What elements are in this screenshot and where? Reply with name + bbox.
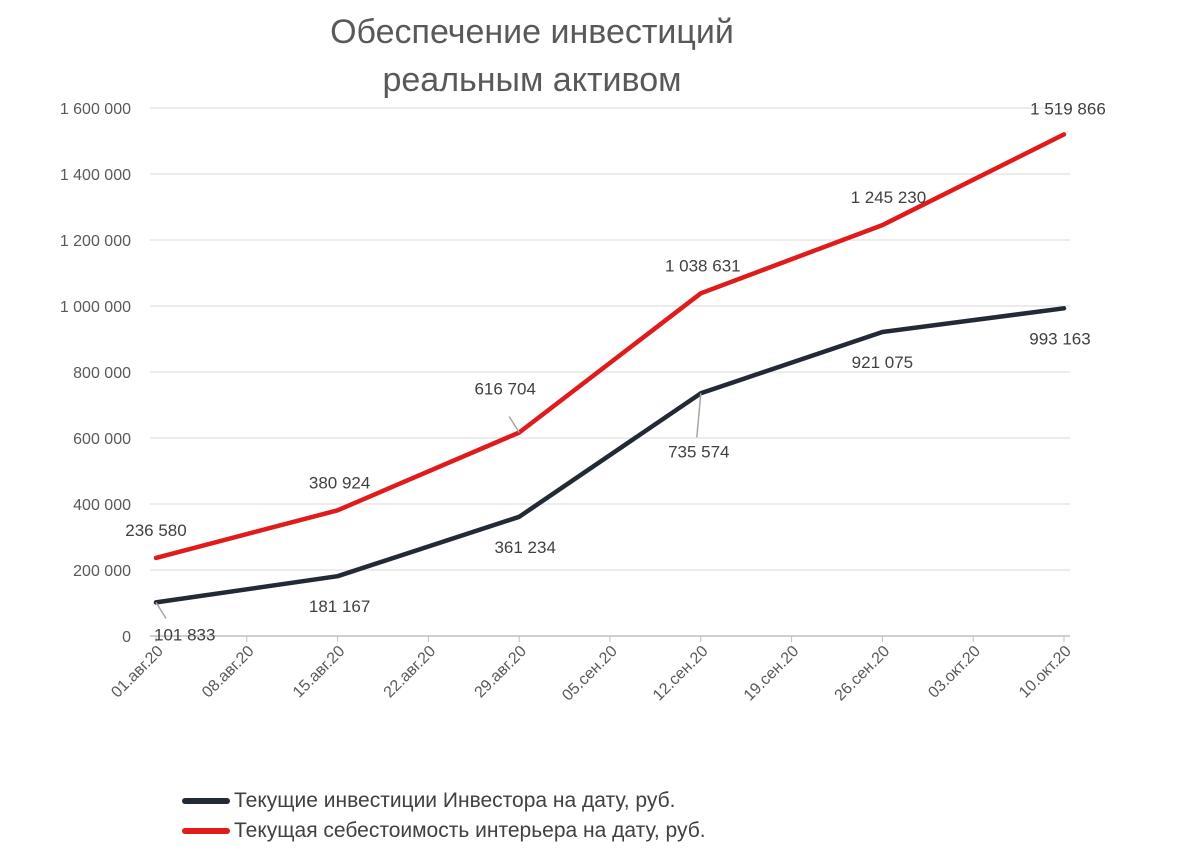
grid-lines: [150, 107, 1070, 571]
chart-title-line-2: реальным активом: [382, 61, 682, 99]
legend-item-cost: Текущая себестоимость интерьера на дату,…: [182, 816, 706, 846]
leader-line-0-0: [155, 601, 167, 619]
x-tick-label-2: 15.авг.20: [290, 643, 349, 702]
x-axis: 01.авг.20 08.авг.20 15.авг.20 22.авг.20 29.а…: [108, 635, 1075, 705]
data-labels: 101 833 181 167 361 234 735 574 921 075 993 1…: [125, 99, 1106, 644]
leader-line-1-2: [508, 416, 520, 433]
series-line-1: [153, 132, 1067, 561]
legend-label-investments: Текущие инвестиции Инвестора на дату, ру…: [234, 789, 676, 812]
data-label-1-3: 1 038 631: [665, 256, 741, 275]
data-label-0-3: 735 574: [668, 442, 729, 461]
x-tick-label-1: 08.авг.20: [199, 643, 258, 702]
y-tick-label-0: 0: [122, 629, 131, 646]
leader-line-0-3: [696, 393, 702, 438]
data-label-1-1: 380 924: [309, 473, 370, 492]
x-tick-label-6: 12.сен.20: [650, 643, 712, 705]
x-tick-label-8: 26.сен.20: [832, 643, 894, 705]
series-lines: [153, 132, 1067, 605]
legend: Текущие инвестиции Инвестора на дату, ру…: [182, 786, 706, 846]
y-tick-label-8: 1 600 000: [60, 101, 131, 118]
y-tick-label-2: 400 000: [73, 497, 131, 514]
y-tick-label-4: 800 000: [73, 365, 131, 382]
data-label-1-2: 616 704: [474, 379, 535, 398]
data-label-1-0: 236 580: [125, 521, 186, 540]
data-label-1-4: 1 245 230: [851, 188, 927, 207]
y-tick-label-3: 600 000: [73, 431, 131, 448]
x-tick-label-9: 03.окт.20: [925, 643, 984, 702]
x-tick-label-7: 19.сен.20: [741, 643, 803, 705]
x-tick-label-10: 10.окт.20: [1016, 643, 1075, 702]
series-line-0: [153, 306, 1067, 605]
data-label-0-0: 101 833: [154, 625, 215, 644]
legend-item-investments: Текущие инвестиции Инвестора на дату, ру…: [182, 786, 706, 816]
x-tick-label-5: 05.сен.20: [559, 643, 621, 705]
data-label-0-1: 181 167: [309, 597, 370, 616]
y-axis-tick-labels: 0 200 000 400 000 600 000 800 000 1 000 000 1 …: [60, 101, 131, 646]
legend-label-cost: Текущая себестоимость интерьера на дату,…: [234, 819, 706, 842]
legend-swatch-cost: [182, 828, 230, 834]
x-tick-label-0: 01.авг.20: [108, 643, 167, 702]
y-tick-label-6: 1 200 000: [60, 233, 131, 250]
y-tick-label-5: 1 000 000: [60, 299, 131, 316]
x-tick-label-3: 22.авг.20: [381, 643, 440, 702]
y-tick-label-1: 200 000: [73, 563, 131, 580]
line-chart: 0 200 000 400 000 600 000 800 000 1 000 000 1 …: [60, 99, 1106, 705]
y-tick-label-7: 1 400 000: [60, 167, 131, 184]
data-label-0-4: 921 075: [852, 353, 913, 372]
data-label-0-5: 993 163: [1029, 329, 1090, 348]
data-label-1-5: 1 519 866: [1030, 99, 1106, 118]
legend-swatch-investments: [182, 798, 230, 804]
chart-title-line-1: Обеспечение инвестиций: [330, 13, 734, 51]
data-label-0-2: 361 234: [494, 538, 555, 557]
x-tick-label-4: 29.авг.20: [472, 643, 531, 702]
